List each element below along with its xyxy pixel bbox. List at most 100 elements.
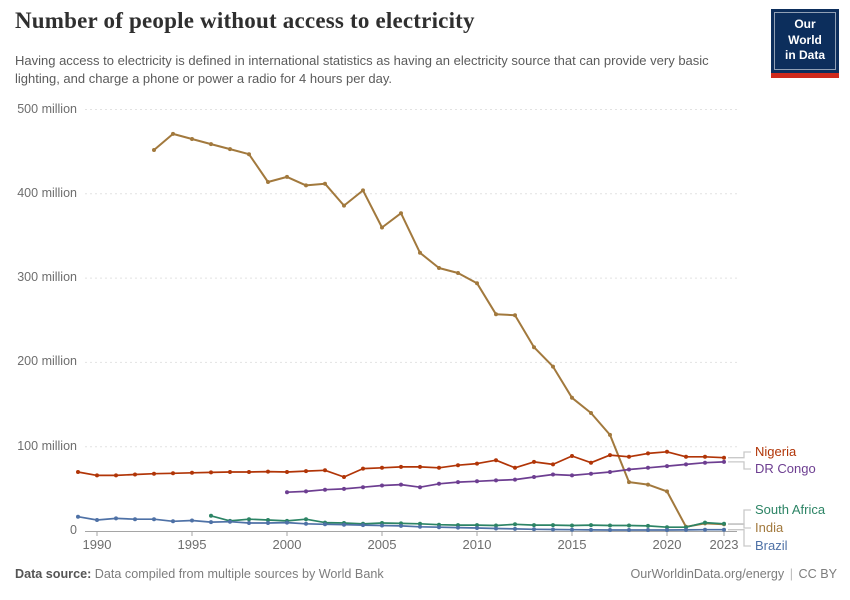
data-point: [589, 460, 593, 465]
data-point: [304, 517, 308, 522]
series-nigeria[interactable]: [76, 449, 726, 479]
data-point: [646, 465, 650, 470]
y-axis-label: 0: [70, 523, 77, 537]
owid-logo-box: Our World in Data: [771, 9, 839, 73]
data-point: [285, 490, 289, 495]
data-point: [342, 203, 346, 208]
data-point: [665, 525, 669, 530]
data-point: [551, 364, 555, 369]
data-point: [285, 174, 289, 179]
series-label-nigeria[interactable]: Nigeria: [755, 444, 797, 459]
data-point: [304, 183, 308, 188]
data-point: [570, 527, 574, 532]
data-point: [380, 465, 384, 470]
data-point: [684, 454, 688, 459]
y-axis-label: 300 million: [17, 270, 77, 285]
series-dr-congo[interactable]: [285, 459, 726, 495]
data-point: [133, 517, 137, 522]
data-point: [589, 523, 593, 528]
license-link[interactable]: CC BY: [798, 567, 838, 581]
label-connector: [728, 451, 751, 459]
data-point: [76, 514, 80, 519]
series-label-brazil[interactable]: Brazil: [755, 538, 788, 553]
series-label-dr-congo[interactable]: DR Congo: [755, 461, 816, 476]
x-axis-label: 1995: [177, 537, 207, 552]
series-brazil[interactable]: [76, 514, 726, 532]
data-point: [285, 470, 289, 474]
data-point: [684, 527, 688, 532]
data-point: [589, 411, 593, 415]
data-point: [266, 469, 270, 474]
data-point: [475, 523, 479, 528]
data-point: [418, 250, 422, 255]
data-point: [703, 527, 707, 532]
data-point: [380, 225, 384, 230]
label-connector: [728, 509, 751, 525]
owid-url-link[interactable]: OurWorldinData.org/energy: [630, 567, 785, 581]
data-point: [456, 525, 460, 530]
x-axis-label: 2000: [272, 537, 302, 552]
data-point: [665, 449, 669, 454]
data-point: [475, 281, 479, 286]
data-point: [266, 521, 270, 525]
data-point: [418, 464, 422, 469]
data-source-label: Data source:: [15, 567, 92, 581]
data-point: [209, 513, 213, 518]
y-axis-label: 100 million: [17, 438, 77, 453]
data-point: [323, 487, 327, 492]
owid-logo[interactable]: Our World in Data: [771, 9, 839, 78]
data-point: [304, 521, 308, 526]
x-axis-label: 2015: [557, 537, 587, 552]
data-point: [551, 523, 555, 528]
page-title: Number of people without access to elect…: [15, 8, 475, 33]
data-point: [646, 451, 650, 456]
series-label-india[interactable]: India: [755, 520, 784, 535]
data-point: [323, 468, 327, 473]
y-axis-label: 200 million: [17, 354, 77, 369]
series-south-africa[interactable]: [209, 513, 726, 530]
data-point: [684, 462, 688, 467]
data-point: [570, 523, 574, 528]
data-point: [209, 470, 213, 475]
data-point: [399, 482, 403, 487]
data-point: [646, 482, 650, 487]
data-point: [627, 528, 631, 532]
data-point: [551, 527, 555, 532]
data-point: [399, 464, 403, 469]
owid-logo-stripe: [771, 72, 839, 78]
owid-logo-line2: in Data: [784, 48, 825, 63]
data-point: [380, 483, 384, 488]
data-point: [494, 526, 498, 531]
data-point: [608, 432, 612, 437]
data-point: [665, 464, 669, 469]
data-point: [494, 458, 498, 463]
data-point: [418, 524, 422, 529]
series-label-south-africa[interactable]: South Africa: [755, 502, 826, 517]
footer-links: OurWorldinData.org/energy | CC BY: [630, 567, 837, 581]
data-point: [627, 523, 631, 528]
data-point: [532, 459, 536, 464]
data-point: [190, 137, 194, 141]
data-point: [418, 485, 422, 490]
data-point: [190, 470, 194, 475]
data-point: [513, 522, 517, 527]
data-point: [304, 469, 308, 474]
data-point: [209, 142, 213, 147]
x-axis-label: 2020: [652, 537, 682, 552]
data-point: [247, 152, 251, 157]
data-source-text: Data compiled from multiple sources by W…: [94, 567, 384, 581]
data-point: [570, 454, 574, 458]
data-point: [608, 453, 612, 458]
data-point: [703, 454, 707, 459]
data-point: [475, 479, 479, 484]
data-point: [209, 520, 213, 525]
data-point: [437, 525, 441, 530]
label-connector: [728, 529, 751, 547]
data-point: [532, 475, 536, 479]
owid-logo-line1: Our World: [788, 17, 822, 47]
data-point: [513, 465, 517, 470]
data-point: [228, 147, 232, 152]
y-axis-label: 500 million: [17, 101, 77, 116]
data-point: [190, 518, 194, 523]
